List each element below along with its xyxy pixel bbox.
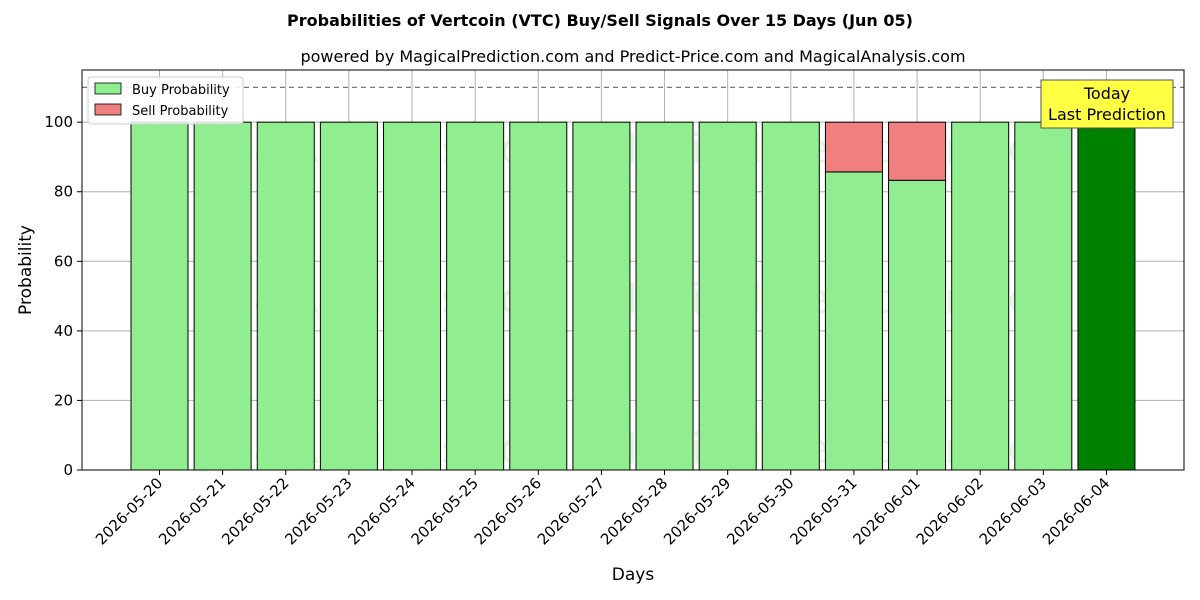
x-axis-ticks: 2026-05-202026-05-212026-05-222026-05-23… — [92, 470, 1113, 548]
bars — [130, 121, 1136, 471]
x-tick-label: 2026-05-28 — [597, 474, 671, 548]
x-tick-label: 2026-05-24 — [344, 474, 418, 548]
bar-sell — [824, 121, 883, 173]
x-tick-label: 2026-06-02 — [913, 474, 987, 548]
bar-buy — [1077, 121, 1136, 471]
x-tick-label: 2026-05-26 — [471, 474, 545, 548]
y-tick-label: 60 — [54, 252, 73, 270]
bar-buy — [698, 121, 757, 471]
y-tick-label: 20 — [54, 391, 73, 409]
legend-swatch-buy — [94, 82, 122, 95]
bar-buy — [888, 179, 947, 471]
x-tick-label: 2026-05-23 — [281, 474, 355, 548]
chart-subtitle: powered by MagicalPrediction.com and Pre… — [300, 47, 965, 66]
today-annotation-box — [1040, 79, 1174, 129]
bar-buy — [509, 121, 568, 471]
y-tick-label: 40 — [54, 322, 73, 340]
bar-buy — [130, 121, 189, 471]
x-tick-label: 2026-05-25 — [408, 474, 482, 548]
bar-buy — [193, 121, 252, 471]
x-tick-label: 2026-06-01 — [850, 474, 924, 548]
x-tick-label: 2026-06-03 — [976, 474, 1050, 548]
today-annotation: Today Last Prediction — [1040, 79, 1174, 129]
legend-frame — [87, 76, 244, 125]
today-annotation-line-2: Last Prediction — [1048, 105, 1166, 124]
x-tick-label: 2026-06-04 — [1039, 474, 1113, 548]
legend: Buy Probability Sell Probability — [87, 76, 244, 125]
y-tick-label: 80 — [54, 183, 73, 201]
plot-frame — [81, 69, 1185, 471]
bar-buy — [256, 121, 315, 471]
x-tick-label: 2026-05-21 — [155, 474, 229, 548]
y-axis-label: Probability — [16, 225, 36, 315]
bar-buy — [383, 121, 442, 471]
x-tick-label: 2026-05-22 — [218, 474, 292, 548]
legend-label-sell: Sell Probability — [132, 104, 229, 119]
y-axis-ticks: 0 20 40 60 80 100 — [44, 113, 82, 479]
x-tick-label: 2026-05-29 — [660, 474, 734, 548]
x-tick-label: 2026-05-30 — [723, 474, 797, 548]
legend-label-buy: Buy Probability — [132, 83, 230, 98]
bar-buy — [635, 121, 694, 471]
bar-buy — [951, 121, 1010, 471]
bar-buy — [446, 121, 505, 471]
y-tick-label: 100 — [44, 113, 73, 131]
legend-swatch-sell — [94, 103, 122, 116]
x-tick-label: 2026-05-20 — [92, 474, 166, 548]
today-annotation-line-1: Today — [1083, 84, 1130, 103]
bar-buy — [761, 121, 820, 471]
bar-buy — [824, 171, 883, 471]
bar-buy — [1014, 121, 1073, 471]
y-tick-label: 0 — [63, 461, 73, 479]
bar-buy — [572, 121, 631, 471]
chart-title: Probabilities of Vertcoin (VTC) Buy/Sell… — [287, 11, 913, 30]
bar-buy — [319, 121, 378, 471]
x-tick-label: 2026-05-31 — [786, 474, 860, 548]
x-tick-label: 2026-05-27 — [534, 474, 608, 548]
bar-sell — [888, 121, 947, 181]
x-axis-label: Days — [612, 565, 655, 585]
